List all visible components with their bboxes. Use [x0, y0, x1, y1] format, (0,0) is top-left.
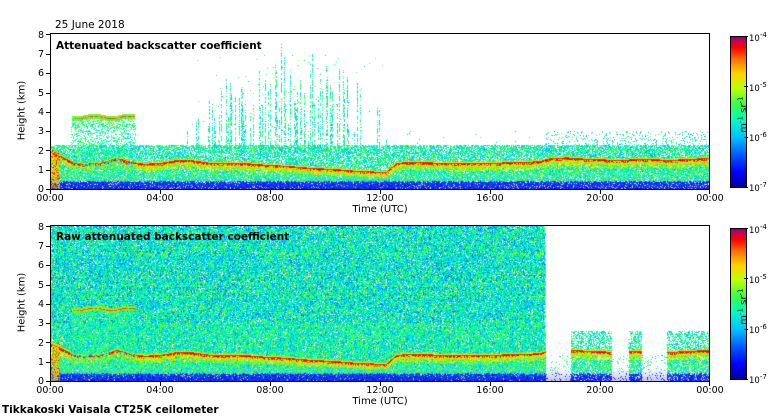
ytickmark-2-6	[46, 265, 50, 266]
xtick-2-3: 12:00	[366, 385, 394, 396]
xtick-2-5: 20:00	[586, 385, 614, 396]
ytick-2-3: 3	[37, 318, 44, 329]
ytick-2-6: 6	[37, 260, 44, 271]
ytick-1-2: 2	[37, 146, 44, 157]
xtickmark-1-5	[600, 190, 601, 194]
xtick-1-2: 08:00	[256, 193, 284, 204]
xtickmark-2-6	[709, 382, 710, 386]
ytickmark-2-7	[46, 246, 50, 247]
ytickmark-2-8	[46, 226, 50, 227]
ytickmark-1-6	[46, 73, 50, 74]
ytickmark-1-4	[46, 112, 50, 113]
xtick-2-1: 04:00	[146, 385, 174, 396]
ytick-2-7: 7	[37, 241, 44, 252]
ytick-2-5: 5	[37, 280, 44, 291]
ytick-2-8: 8	[37, 222, 44, 233]
xtick-1-1: 04:00	[146, 193, 174, 204]
xtick-2-0: 00:00	[36, 385, 64, 396]
ytickmark-1-2	[46, 150, 50, 151]
ytickmark-2-4	[46, 304, 50, 305]
xtickmark-1-1	[160, 190, 161, 194]
ytick-1-6: 6	[37, 68, 44, 79]
xtick-1-3: 12:00	[366, 193, 394, 204]
ytickmark-1-7	[46, 54, 50, 55]
ytick-2-0: 0	[37, 376, 44, 387]
ytickmark-2-1	[46, 362, 50, 363]
cbar-2-tickmark-1	[744, 278, 748, 279]
panel-title-2: Raw attenuated backscatter coefficient	[56, 231, 290, 243]
instrument-label: Tikkakoski Vaisala CT25K ceilometer	[2, 404, 219, 416]
cbar-2-tickmark-3	[744, 379, 748, 380]
cbar-1-tickmark-2	[744, 137, 748, 138]
xtick-1-5: 20:00	[586, 193, 614, 204]
xtickmark-1-2	[270, 190, 271, 194]
panel-title-1: Attenuated backscatter coefficient	[56, 40, 262, 52]
ytickmark-2-0	[46, 381, 50, 382]
xtickmark-2-5	[600, 382, 601, 386]
cbar-2-tickmark-2	[744, 329, 748, 330]
cbar-1-tick-2: 10-6	[749, 131, 767, 144]
cbar-2-tick-0: 10-4	[749, 223, 767, 236]
ytick-1-0: 0	[37, 184, 44, 195]
ytickmark-1-3	[46, 131, 50, 132]
xtickmark-2-0	[50, 382, 51, 386]
colorbar-1-unit: m-1 sr-1	[736, 96, 750, 133]
xaxis-title-2: Time (UTC)	[352, 396, 408, 407]
xtick-1-0: 00:00	[36, 193, 64, 204]
cbar-2-tickmark-0	[744, 228, 748, 229]
plot-area-1[interactable]	[50, 33, 710, 190]
cbar-2-tick-3: 10-7	[749, 373, 767, 386]
xtickmark-1-6	[709, 190, 710, 194]
ytickmark-1-0	[46, 189, 50, 190]
cbar-1-tickmark-0	[744, 36, 748, 37]
cbar-1-tickmark-3	[744, 187, 748, 188]
yaxis-title-2: Height (km)	[16, 272, 28, 333]
ytick-1-4: 4	[37, 107, 44, 118]
cbar-1-tick-3: 10-7	[749, 181, 767, 194]
ytick-2-2: 2	[37, 338, 44, 349]
xtickmark-1-3	[380, 190, 381, 194]
cbar-2-tick-2: 10-6	[749, 323, 767, 336]
xtick-2-6: 00:00	[696, 385, 724, 396]
heatmap-canvas-2	[51, 226, 709, 381]
ytick-2-4: 4	[37, 299, 44, 310]
xtick-1-6: 00:00	[696, 193, 724, 204]
ytick-2-1: 1	[37, 357, 44, 368]
xtick-1-4: 16:00	[476, 193, 504, 204]
xtick-2-2: 08:00	[256, 385, 284, 396]
ytick-1-3: 3	[37, 126, 44, 137]
ytick-1-1: 1	[37, 165, 44, 176]
cbar-1-tick-1: 10-5	[749, 81, 767, 94]
xtickmark-2-1	[160, 382, 161, 386]
xaxis-title-1: Time (UTC)	[352, 204, 408, 215]
ytick-1-7: 7	[37, 49, 44, 60]
colorbar-1	[730, 36, 747, 188]
cbar-1-tick-0: 10-4	[749, 31, 767, 44]
xtick-2-4: 16:00	[476, 385, 504, 396]
ytickmark-2-3	[46, 323, 50, 324]
heatmap-canvas-1	[51, 34, 709, 189]
cbar-2-tick-1: 10-5	[749, 273, 767, 286]
xtickmark-1-0	[50, 190, 51, 194]
yaxis-title-1: Height (km)	[16, 80, 28, 141]
colorbar-2	[730, 228, 747, 380]
date-label: 25 June 2018	[55, 19, 125, 31]
ytick-1-8: 8	[37, 30, 44, 41]
ytick-1-5: 5	[37, 88, 44, 99]
ytickmark-1-5	[46, 93, 50, 94]
ytickmark-1-8	[46, 34, 50, 35]
ytickmark-2-2	[46, 342, 50, 343]
plot-area-2[interactable]	[50, 225, 710, 382]
cbar-1-tickmark-1	[744, 86, 748, 87]
xtickmark-1-4	[490, 190, 491, 194]
ytickmark-2-5	[46, 285, 50, 286]
ytickmark-1-1	[46, 170, 50, 171]
xtickmark-2-3	[380, 382, 381, 386]
colorbar-2-unit: m-1 sr-1	[736, 288, 750, 325]
xtickmark-2-2	[270, 382, 271, 386]
xtickmark-2-4	[490, 382, 491, 386]
